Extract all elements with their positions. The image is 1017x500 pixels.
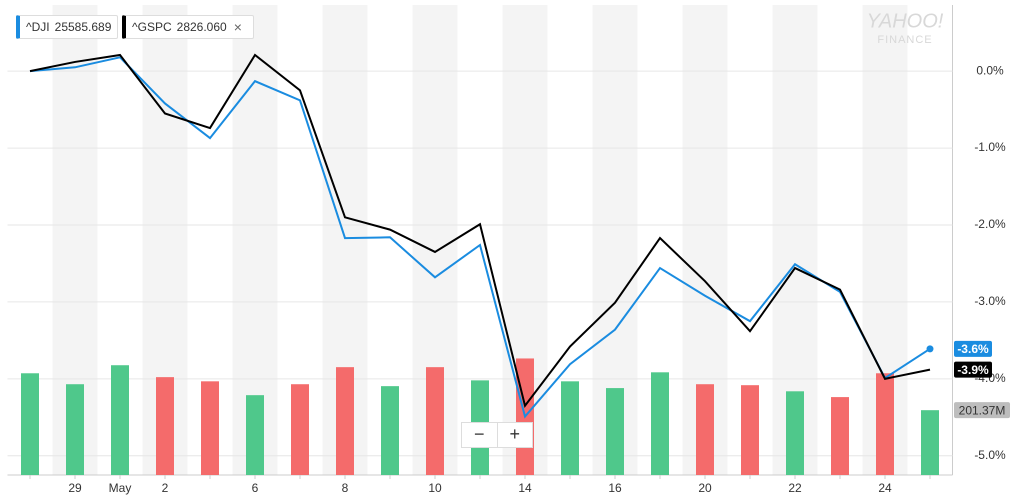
volume-bar (606, 388, 624, 475)
value-tag (954, 361, 992, 378)
value-tag-label: -3.9% (957, 363, 989, 377)
x-tick-label: 24 (878, 481, 892, 495)
legend-price: 2826.060 (176, 20, 227, 34)
watermark: FINANCE (877, 34, 932, 46)
volume-bar (426, 367, 444, 475)
y-tick-label: -3.0% (974, 294, 1006, 308)
y-tick-label: -1.0% (974, 140, 1006, 154)
volume-bar (336, 367, 354, 475)
volume-bar (831, 397, 849, 475)
x-tick-label: 16 (608, 481, 622, 495)
zoom-in[interactable]: + (496, 423, 533, 447)
x-tick-label: 10 (428, 481, 442, 495)
legend-name: ^GSPC (132, 20, 172, 34)
volume-bar (921, 410, 939, 475)
x-tick-label: 20 (698, 481, 712, 495)
watermark: YAHOO! (867, 10, 944, 32)
x-tick-label: 22 (788, 481, 802, 495)
volume-bar (111, 365, 129, 475)
zoom-out[interactable]: − (473, 424, 485, 444)
legend-item[interactable]: ^GSPC 2826.060 × (122, 15, 254, 39)
volume-bar (876, 373, 894, 475)
volume-bar (291, 384, 309, 475)
x-tick-label: 29 (68, 481, 82, 495)
volume-tag (954, 402, 1010, 419)
x-tick-label: May (109, 481, 132, 495)
line-series (29, 56, 931, 419)
volume-bar (561, 381, 579, 475)
value-tag-label: -3.6% (957, 342, 989, 356)
legend-item[interactable]: ^DJI 25585.689 (16, 15, 118, 39)
volume-bar (381, 386, 399, 475)
volume-bar (786, 391, 804, 475)
volume-tag-label: 201.37M (959, 403, 1006, 417)
line-series (29, 53, 931, 409)
y-tick-label: -2.0% (974, 217, 1006, 231)
end-point (926, 345, 934, 353)
y-tick-label: 0.0% (976, 63, 1004, 77)
volume-bar (21, 373, 39, 475)
volume-bar (651, 372, 669, 475)
x-tick-label: 6 (252, 481, 259, 495)
volume-bar (201, 381, 219, 475)
remove-button[interactable]: × (233, 19, 242, 35)
value-tag (954, 340, 992, 357)
legend-name: ^DJI (26, 20, 50, 34)
volume-bar (66, 384, 84, 475)
x-tick-label: 8 (342, 481, 349, 495)
x-tick-label: 2 (162, 481, 169, 495)
volume-bar (741, 385, 759, 475)
volume-bar (156, 377, 174, 475)
legend-price: 25585.689 (54, 20, 112, 34)
volume-bar (246, 395, 264, 475)
volume-bar (696, 384, 714, 475)
x-tick-label: 14 (518, 481, 532, 495)
y-tick-label: -5.0% (974, 448, 1006, 462)
zoom-control: − + (461, 422, 533, 448)
